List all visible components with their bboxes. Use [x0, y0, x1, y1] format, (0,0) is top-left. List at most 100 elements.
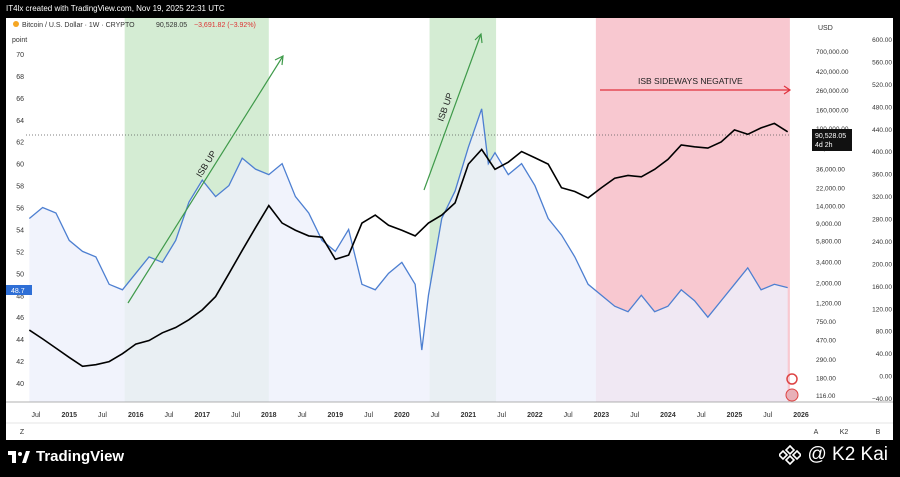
event-icon[interactable]: [786, 373, 798, 385]
left-axis-unit: point: [12, 37, 27, 44]
left-tick-label: 42: [16, 359, 24, 366]
right-price-tick-label: 2,000.00: [816, 280, 842, 287]
isb-up-2-arrowhead: [474, 32, 483, 44]
left-tick-label: 66: [16, 96, 24, 103]
outer-tick-label: 80.00: [876, 329, 893, 336]
x-axis-label: 2021: [461, 412, 477, 419]
x-axis-label: Z: [20, 429, 25, 436]
x-axis-label: Jul: [564, 412, 573, 419]
outer-tick-label: 0.00: [879, 374, 892, 381]
chart-svg[interactable]: ISB UP ISB UP ISB SIDEWAYS NEGATIVE Bitc…: [6, 18, 893, 440]
price-badge: [812, 129, 852, 151]
right-price-tick-label: 1,200.00: [816, 301, 842, 308]
left-tick-label: 58: [16, 184, 24, 191]
isb-area: [29, 108, 788, 402]
left-tick-label: 50: [16, 271, 24, 278]
outer-tick-label: 200.00: [872, 261, 892, 268]
outer-tick-label: 600.00: [872, 37, 892, 44]
left-tick-label: 40: [16, 381, 24, 388]
sideways-label: ISB SIDEWAYS NEGATIVE: [638, 76, 743, 86]
right-axis-unit: USD: [818, 25, 833, 32]
x-axis-label: 2022: [527, 412, 543, 419]
right-price-tick-label: 36,000.00: [816, 166, 845, 173]
left-tick-label: 70: [16, 52, 24, 59]
x-axis-label: Jul: [431, 412, 440, 419]
right-price-tick-label: 160,000.00: [816, 107, 849, 114]
k2kai-text: @ K2 Kai: [807, 444, 888, 465]
arrow-layer: [127, 32, 792, 304]
x-axis-label: 2020: [394, 412, 410, 419]
x-axis-label: K2: [840, 429, 849, 436]
x-axis-label: Jul: [763, 412, 772, 419]
outer-tick-label: 560.00: [872, 59, 892, 66]
k2kai-watermark: @ K2 Kai: [779, 444, 888, 466]
right-price-tick-label: 750.00: [816, 319, 836, 326]
right-price-tick-label: 5,800.00: [816, 238, 842, 245]
x-axis-label: Jul: [231, 412, 240, 419]
x-axis-label: 2016: [128, 412, 144, 419]
left-tick-label: 62: [16, 140, 24, 147]
legend-change: −3,691.82 (−3.92%): [194, 22, 256, 29]
tradingview-logo[interactable]: TradingView: [8, 448, 124, 465]
isb-up-2-arrow: [423, 33, 482, 191]
right-price-tick-label: 116.00: [816, 393, 836, 400]
chart-area[interactable]: ISB UP ISB UP ISB SIDEWAYS NEGATIVE Bitc…: [6, 18, 893, 440]
x-axis-label: A: [814, 429, 819, 436]
x-axis-label: 2025: [727, 412, 743, 419]
outer-tick-label: 160.00: [872, 284, 892, 291]
created-with-text: IT4lx created with TradingView.com, Nov …: [6, 4, 225, 13]
right-price-tick-label: 700,000.00: [816, 49, 849, 56]
x-axis-labels: Z Jul 2015 Jul 2016 Jul 2017 Jul 2018 Jul 2019 Jul 2…: [20, 412, 881, 436]
right-price-tick-label: 14,000.00: [816, 204, 845, 211]
price-badge-value: 90,528.05: [815, 133, 846, 140]
outer-tick-label: 480.00: [872, 104, 892, 111]
isb-line[interactable]: [28, 108, 788, 351]
binance-icon: [779, 444, 802, 466]
isb-area-layer: [29, 108, 788, 402]
outer-tick-label: 440.00: [872, 127, 892, 134]
right-price-tick-label: 290.00: [816, 357, 836, 364]
flag-icon[interactable]: [785, 388, 799, 402]
left-tick-label: 52: [16, 249, 24, 256]
left-axis-ticks: 70 68 66 64 62 60 58 56 54 52 50 48 46 44 42 40: [16, 52, 24, 388]
x-axis-label: Jul: [697, 412, 706, 419]
x-axis-label: Jul: [165, 412, 174, 419]
right-price-tick-label: 470.00: [816, 338, 836, 345]
right-price-tick-label: 22,000.00: [816, 186, 845, 193]
isb-current-badge: [6, 285, 32, 295]
isb-up-1-arrowhead: [274, 54, 284, 66]
outer-tick-label: −40.00: [872, 396, 892, 403]
left-tick-label: 54: [16, 227, 24, 234]
x-axis-label: Jul: [364, 412, 373, 419]
header-bar: IT4lx created with TradingView.com, Nov …: [0, 0, 900, 18]
right-price-tick-label: 260,000.00: [816, 88, 849, 95]
outer-tick-label: 360.00: [872, 172, 892, 179]
sideways-arrowhead: [783, 85, 792, 95]
price-badge-countdown: 4d 2h: [815, 142, 833, 149]
x-axis-label: 2018: [261, 412, 277, 419]
outer-tick-label: 400.00: [872, 149, 892, 156]
x-axis-label: Jul: [630, 412, 639, 419]
left-tick-label: 46: [16, 315, 24, 322]
x-axis-label: 2024: [660, 412, 676, 419]
x-axis-label: 2017: [194, 412, 210, 419]
left-tick-label: 48: [16, 293, 24, 300]
isb-up-1-arrow: [127, 55, 284, 304]
bitcoin-icon: [13, 21, 19, 27]
x-axis-label: 2015: [61, 412, 77, 419]
outer-tick-label: 520.00: [872, 82, 892, 89]
x-axis-label: 2023: [594, 412, 610, 419]
x-axis-label: Jul: [98, 412, 107, 419]
outer-tick-label: 240.00: [872, 239, 892, 246]
x-axis-label: B: [876, 429, 881, 436]
right-price-tick-label: 3,400.00: [816, 260, 842, 267]
left-tick-label: 68: [16, 74, 24, 81]
x-axis-label: Jul: [497, 412, 506, 419]
footer: TradingView @ K2 Kai: [0, 440, 900, 477]
x-axis-label: 2026: [793, 412, 809, 419]
btc-price-line[interactable]: [28, 122, 789, 368]
right-price-tick-label: 420,000.00: [816, 69, 849, 76]
legend-title: Bitcoin / U.S. Dollar · 1W · CRYPTO: [22, 22, 135, 29]
left-tick-label: 60: [16, 162, 24, 169]
